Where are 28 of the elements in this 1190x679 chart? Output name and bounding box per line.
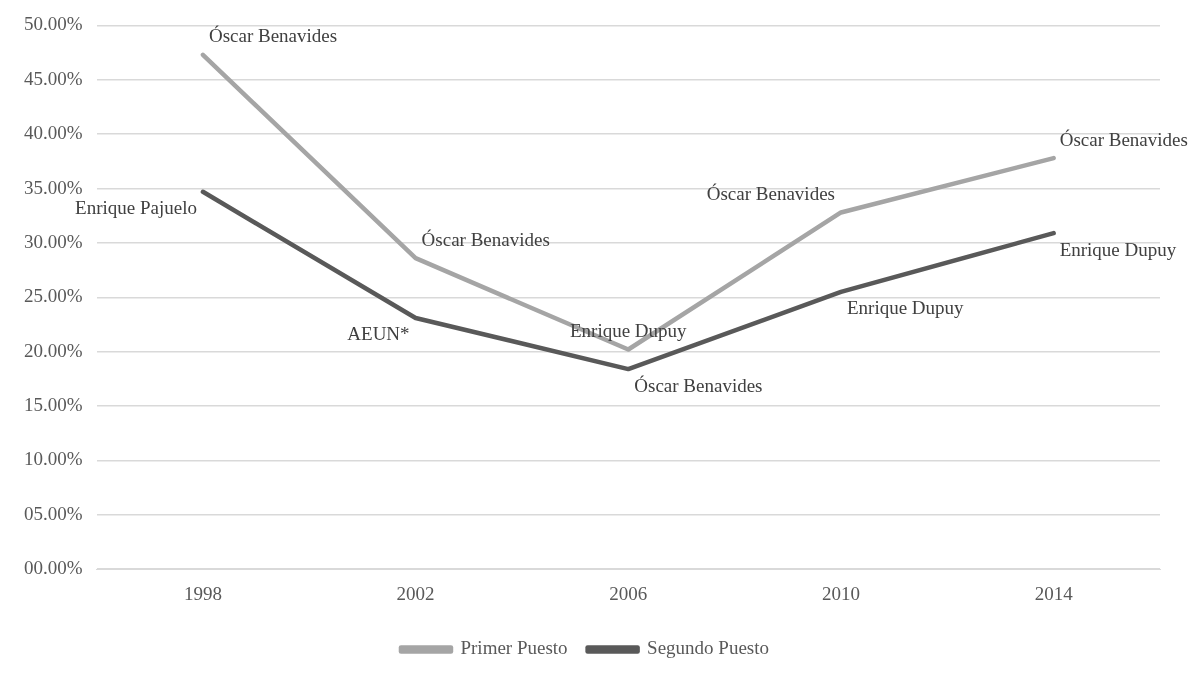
y-tick-label: 00.00% — [24, 557, 83, 579]
annotation: Enrique Pajuelo — [75, 197, 197, 219]
y-tick-label: 45.00% — [24, 67, 83, 89]
annotation: Óscar Benavides — [634, 374, 763, 396]
y-tick-label: 25.00% — [24, 285, 83, 307]
y-tick-label: 35.00% — [24, 176, 83, 198]
annotation: Enrique Dupuy — [569, 319, 688, 341]
x-tick-label: 2010 — [821, 582, 860, 604]
annotation: Óscar Benavides — [1059, 128, 1188, 150]
legend-label: Primer Puesto — [460, 637, 568, 659]
annotation: Óscar Benavides — [421, 228, 550, 250]
annotation: Óscar Benavides — [208, 25, 338, 47]
y-tick-label: 05.00% — [24, 502, 83, 524]
x-tick-label: 2002 — [396, 582, 435, 604]
x-tick-label: 2014 — [1034, 582, 1074, 604]
annotation: AEUN* — [347, 323, 410, 345]
y-tick-label: 20.00% — [24, 339, 83, 361]
x-tick-label: 2006 — [609, 582, 648, 604]
y-tick-label: 50.00% — [24, 13, 83, 35]
annotation: Enrique Dupuy — [1059, 238, 1177, 260]
x-tick-label: 1998 — [183, 582, 222, 604]
y-tick-label: 15.00% — [24, 394, 83, 416]
annotation: Óscar Benavides — [706, 182, 835, 204]
y-tick-label: 40.00% — [24, 122, 83, 144]
y-tick-label: 30.00% — [24, 230, 83, 252]
legend-label: Segundo Puesto — [647, 637, 770, 659]
y-tick-label: 10.00% — [24, 448, 83, 470]
annotation: Enrique Dupuy — [846, 297, 965, 319]
